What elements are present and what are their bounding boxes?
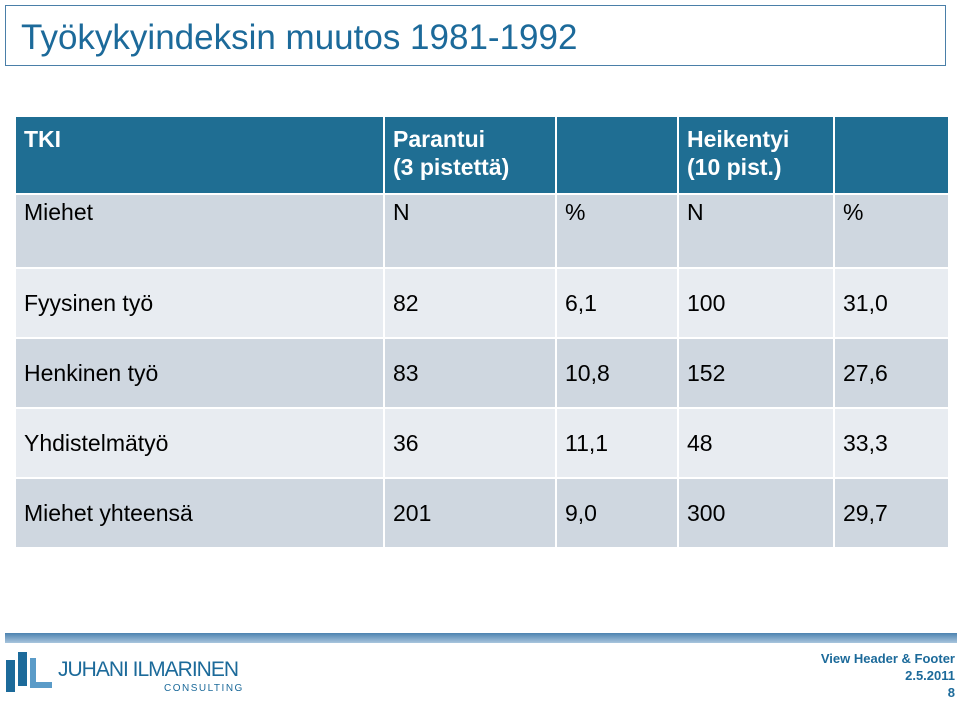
row-pct-weakened: 33,3 — [835, 409, 948, 477]
row-n-weakened: 152 — [679, 339, 833, 407]
header-improved: Parantui (3 pistettä) — [385, 117, 555, 193]
slide-title: Työkykyindeksin muutos 1981-1992 — [21, 18, 578, 57]
row-pct-improved: 9,0 — [557, 479, 677, 547]
row-n-weakened: 48 — [679, 409, 833, 477]
table-row: Yhdistelmätyö 36 11,1 48 33,3 — [16, 409, 948, 477]
row-label: Henkinen työ — [16, 339, 383, 407]
header-tki: TKI — [16, 117, 383, 193]
view-header-footer-link[interactable]: View Header & Footer — [820, 651, 955, 666]
row-pct-weakened: 27,6 — [835, 339, 948, 407]
row-label: Fyysinen työ — [16, 269, 383, 337]
tki-table: TKI Parantui (3 pistettä) Heikentyi (10 … — [14, 115, 950, 549]
header-weakened: Heikentyi (10 pist.) — [679, 117, 833, 193]
subheader-p1: % — [557, 195, 677, 267]
row-pct-weakened: 31,0 — [835, 269, 948, 337]
header-empty-2 — [835, 117, 948, 193]
row-n-weakened: 300 — [679, 479, 833, 547]
row-label: Yhdistelmätyö — [16, 409, 383, 477]
row-pct-improved: 11,1 — [557, 409, 677, 477]
row-pct-weakened: 29,7 — [835, 479, 948, 547]
subheader-n1: N — [385, 195, 555, 267]
page-number: 8 — [947, 685, 955, 700]
footer-date: 2.5.2011 — [905, 668, 955, 683]
title-box: Työkykyindeksin muutos 1981-1992 — [5, 5, 946, 66]
row-label: Miehet yhteensä — [16, 479, 383, 547]
header-empty-1 — [557, 117, 677, 193]
header-improved-line1: Parantui — [393, 126, 486, 152]
header-weakened-line1: Heikentyi — [687, 126, 790, 152]
logo-name: JUHANI ILMARINEN — [58, 658, 239, 681]
table-row: Henkinen työ 83 10,8 152 27,6 — [16, 339, 948, 407]
footer-info: View Header & Footer 2.5.2011 8 — [821, 650, 955, 701]
row-pct-improved: 6,1 — [557, 269, 677, 337]
row-pct-improved: 10,8 — [557, 339, 677, 407]
subheader-group: Miehet — [16, 195, 383, 267]
row-n-improved: 82 — [385, 269, 555, 337]
row-n-weakened: 100 — [679, 269, 833, 337]
logo-mark-icon — [6, 652, 52, 692]
table-subheader-row: Miehet N % N % — [16, 195, 948, 267]
row-n-improved: 201 — [385, 479, 555, 547]
row-n-improved: 36 — [385, 409, 555, 477]
table-header-row: TKI Parantui (3 pistettä) Heikentyi (10 … — [16, 117, 948, 193]
header-improved-line2: (3 pistettä) — [393, 154, 510, 180]
row-n-improved: 83 — [385, 339, 555, 407]
footer-divider — [5, 633, 957, 643]
logo-subtitle: CONSULTING — [164, 683, 244, 694]
table-row: Miehet yhteensä 201 9,0 300 29,7 — [16, 479, 948, 547]
company-logo: JUHANI ILMARINEN CONSULTING — [6, 650, 246, 696]
subheader-n2: N — [679, 195, 833, 267]
header-weakened-line2: (10 pist.) — [687, 154, 782, 180]
subheader-p2: % — [835, 195, 948, 267]
table-row: Fyysinen työ 82 6,1 100 31,0 — [16, 269, 948, 337]
